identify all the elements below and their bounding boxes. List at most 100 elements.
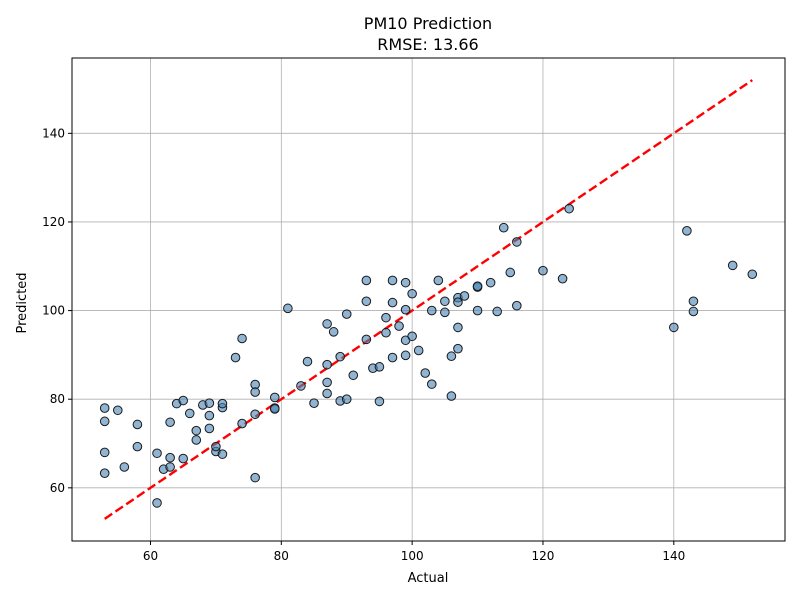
chart-subtitle: RMSE: 13.66: [377, 35, 478, 54]
data-point: [152, 448, 162, 459]
data-point: [237, 418, 247, 429]
data-point: [400, 304, 411, 315]
x-tick-label: 140: [662, 549, 685, 563]
data-point: [119, 462, 130, 472]
data-point: [433, 275, 444, 286]
data-point: [747, 269, 758, 280]
data-point: [217, 398, 228, 409]
y-tick-label: 120: [42, 215, 65, 229]
data-point: [309, 398, 319, 408]
data-point: [204, 398, 215, 408]
data-point: [505, 267, 516, 278]
data-point: [165, 462, 175, 472]
data-point: [387, 352, 398, 363]
data-point: [348, 370, 359, 381]
data-point: [204, 423, 215, 434]
axis-ticks: 60 80 100 120 140 60 80 100 120 140: [42, 126, 685, 563]
x-tick-label: 60: [143, 549, 158, 563]
data-point: [283, 303, 293, 314]
data-point: [322, 359, 332, 370]
data-point: [250, 387, 260, 397]
data-point: [400, 277, 411, 288]
data-point: [498, 222, 509, 233]
data-point: [152, 498, 162, 508]
data-point: [387, 275, 398, 286]
reference-line: [104, 79, 753, 520]
data-point: [446, 391, 457, 401]
data-point: [492, 306, 502, 317]
data-point: [394, 321, 404, 331]
data-point: [211, 441, 221, 452]
data-point: [485, 277, 496, 288]
data-point: [204, 410, 215, 421]
data-point: [341, 309, 352, 319]
data-point: [453, 343, 463, 354]
data-point: [472, 305, 483, 316]
y-axis-label: Predicted: [15, 272, 30, 333]
data-point: [440, 307, 450, 318]
data-point: [237, 333, 247, 344]
data-point: [165, 452, 175, 463]
data-point: [440, 296, 450, 307]
data-point: [341, 394, 352, 405]
data-point: [250, 472, 260, 483]
data-point: [688, 306, 699, 317]
data-point: [453, 297, 463, 307]
data-point: [381, 312, 391, 323]
grid: [72, 58, 785, 541]
y-tick-label: 80: [50, 392, 65, 406]
x-tick-label: 80: [274, 549, 289, 563]
y-tick-label: 60: [50, 481, 65, 495]
data-point: [400, 350, 411, 361]
data-points: [99, 203, 758, 508]
data-point: [112, 405, 123, 416]
data-point: [361, 296, 372, 307]
data-point: [99, 403, 110, 413]
data-point: [387, 297, 398, 308]
data-point: [374, 362, 385, 372]
data-point: [191, 425, 202, 436]
data-point: [557, 273, 568, 284]
data-point: [459, 291, 470, 301]
data-point: [361, 334, 372, 345]
data-point: [361, 275, 372, 286]
y-tick-label: 140: [42, 126, 65, 140]
data-point: [132, 441, 143, 452]
data-point: [165, 417, 175, 428]
data-point: [426, 379, 437, 389]
data-point: [426, 305, 437, 316]
data-point: [682, 226, 692, 236]
data-point: [420, 368, 431, 378]
reference-line-layer: [104, 79, 753, 520]
data-point: [564, 203, 574, 214]
data-point: [296, 381, 306, 391]
x-tick-label: 120: [532, 549, 555, 563]
data-point: [472, 281, 483, 292]
data-point: [374, 396, 385, 407]
data-point: [727, 260, 738, 271]
data-point: [99, 468, 110, 479]
data-point: [322, 388, 332, 399]
data-point: [191, 435, 202, 445]
x-tick-label: 100: [401, 549, 424, 563]
data-point: [328, 327, 339, 337]
data-point: [407, 288, 417, 299]
data-point: [178, 453, 189, 464]
data-point: [178, 395, 189, 406]
data-point: [302, 356, 313, 367]
data-point: [322, 377, 332, 388]
data-point: [538, 265, 548, 276]
data-point: [688, 296, 699, 307]
data-point: [413, 345, 424, 356]
x-axis-label: Actual: [408, 571, 449, 586]
data-point: [132, 419, 143, 430]
data-point: [322, 319, 332, 329]
data-point: [230, 352, 241, 363]
data-point: [99, 447, 110, 458]
data-point: [453, 322, 463, 333]
chart-title: PM10 Prediction: [364, 14, 492, 33]
data-point: [512, 237, 522, 247]
data-point: [269, 404, 280, 414]
